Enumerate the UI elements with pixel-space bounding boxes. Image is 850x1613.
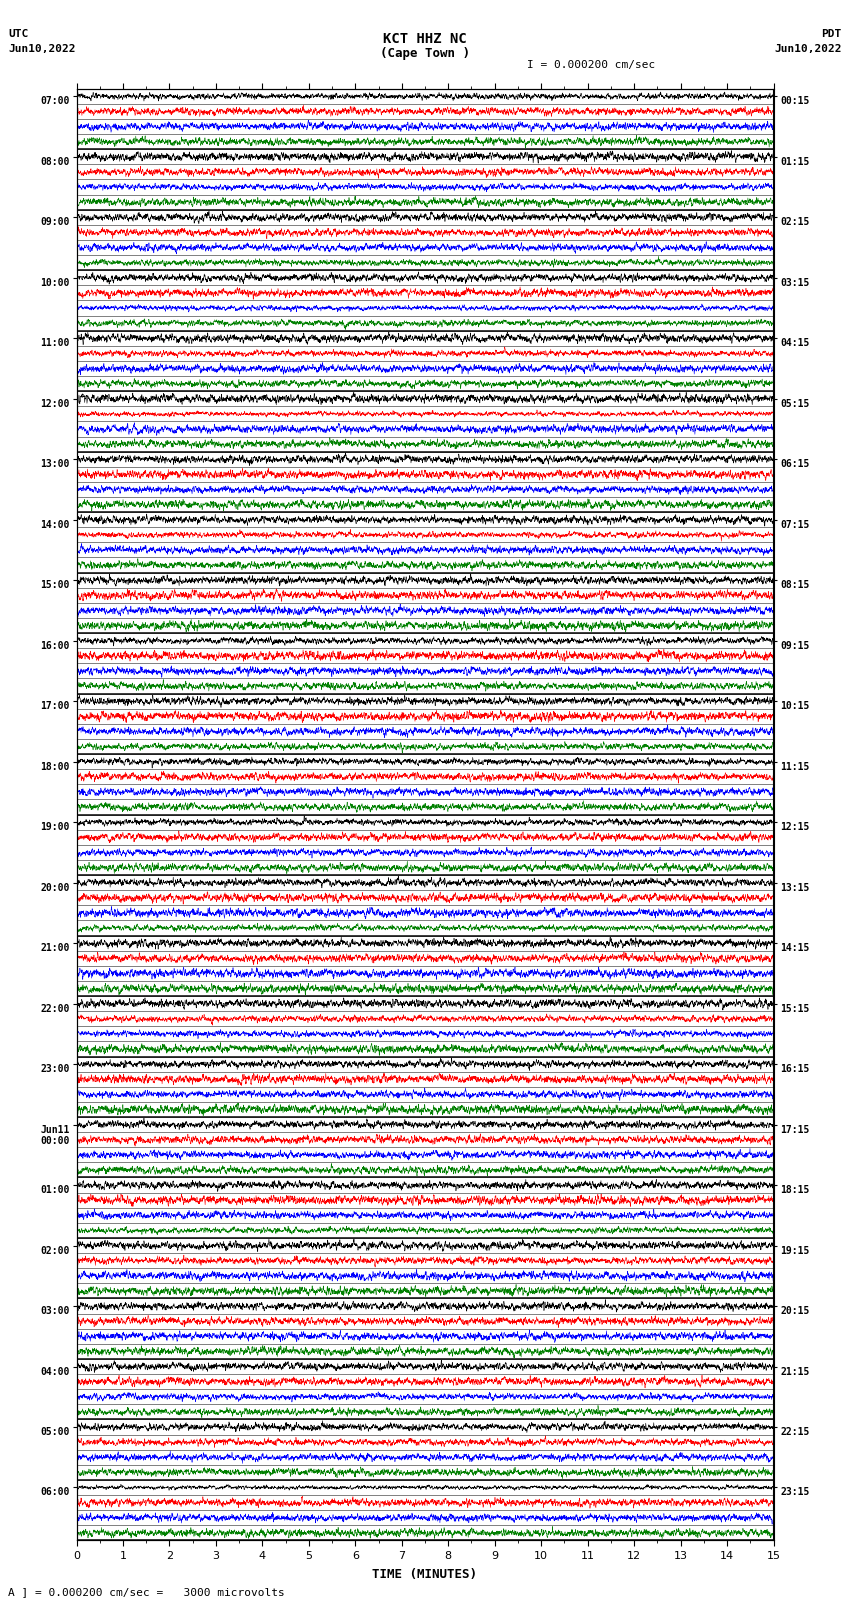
Text: KCT HHZ NC: KCT HHZ NC xyxy=(383,32,467,47)
Text: Jun10,2022: Jun10,2022 xyxy=(8,44,76,53)
Text: PDT: PDT xyxy=(821,29,842,39)
Text: Jun10,2022: Jun10,2022 xyxy=(774,44,842,53)
Text: I = 0.000200 cm/sec: I = 0.000200 cm/sec xyxy=(527,60,655,69)
X-axis label: TIME (MINUTES): TIME (MINUTES) xyxy=(372,1568,478,1581)
Text: (Cape Town ): (Cape Town ) xyxy=(380,47,470,60)
Text: A ] = 0.000200 cm/sec =   3000 microvolts: A ] = 0.000200 cm/sec = 3000 microvolts xyxy=(8,1587,286,1597)
Text: UTC: UTC xyxy=(8,29,29,39)
